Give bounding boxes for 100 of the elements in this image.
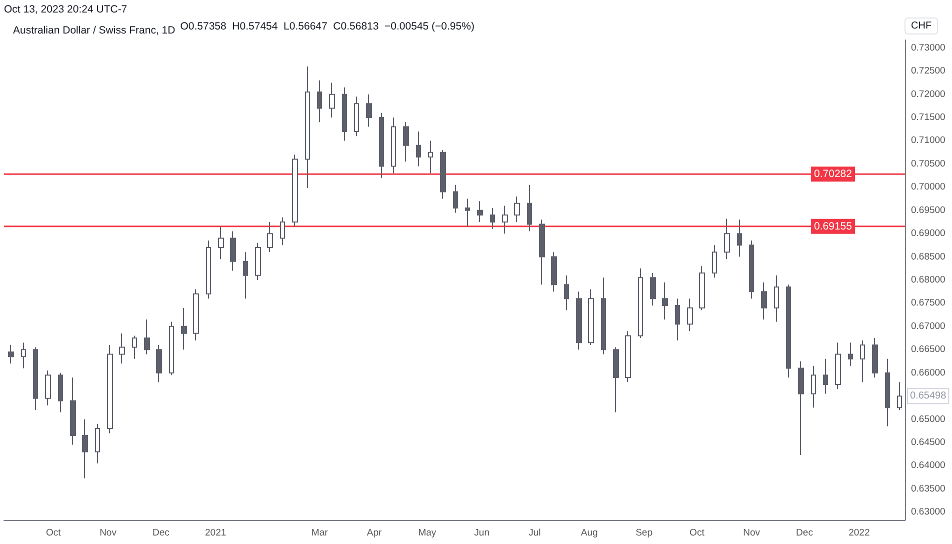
candlestick — [625, 330, 631, 383]
x-tick-label: Nov — [100, 528, 117, 538]
candlestick — [872, 338, 878, 378]
candlestick — [206, 240, 211, 300]
candlestick — [527, 184, 532, 232]
x-tick-label: Aug — [580, 528, 598, 538]
candlestick — [243, 252, 248, 300]
candlestick — [403, 122, 409, 162]
candlestick — [465, 198, 470, 228]
y-tick-label: 0.68000 — [911, 274, 946, 286]
y-tick-label: 0.68500 — [911, 251, 946, 262]
y-tick-label: 0.69000 — [911, 228, 946, 240]
candlestick — [280, 216, 285, 246]
candlestick — [551, 252, 557, 292]
candlestick — [329, 82, 335, 118]
candlestick — [95, 423, 100, 464]
annotation: 0.65498 — [910, 390, 947, 402]
candlestick — [21, 342, 26, 369]
candlestick — [8, 344, 14, 364]
candlestick — [416, 130, 421, 167]
candlestick — [305, 66, 310, 189]
candlestick — [885, 358, 890, 427]
ref-line-label: 0.69155 — [814, 220, 852, 232]
candlestick — [82, 418, 88, 479]
x-tick-label: Oct — [46, 528, 62, 538]
y-tick-label: 0.65000 — [911, 414, 946, 425]
y-tick-label: 0.70000 — [911, 182, 946, 193]
candlestick — [650, 272, 656, 306]
x-tick-label: Apr — [366, 528, 382, 538]
x-tick-label: Jun — [474, 528, 490, 538]
y-tick-label: 0.63500 — [911, 483, 946, 494]
candlestick — [761, 282, 767, 320]
y-tick-label: 0.66500 — [911, 344, 946, 356]
y-axis-title: CHF — [911, 20, 932, 32]
candlestick — [848, 342, 853, 366]
candlestick — [514, 196, 520, 222]
candlestick — [687, 298, 693, 332]
x-tick-label: Mar — [311, 528, 328, 538]
candlestick — [267, 221, 273, 253]
x-tick-label: 2022 — [848, 528, 870, 538]
y-tick-label: 0.66000 — [911, 367, 946, 378]
candlestick — [712, 244, 717, 278]
candlestick — [774, 274, 779, 322]
text: Oct 13, 2023 20:24 UTC-7 — [4, 4, 128, 16]
candlestick — [342, 86, 347, 142]
x-tick-label: May — [418, 528, 436, 538]
candlestick — [601, 277, 606, 355]
candlestick — [169, 321, 174, 376]
candlestick — [638, 268, 643, 339]
y-tick-label: 0.70500 — [911, 158, 946, 170]
candlestick — [786, 284, 791, 378]
candlestick — [144, 318, 150, 355]
y-tick-label: 0.67500 — [911, 298, 946, 309]
candlestick — [230, 230, 236, 272]
y-tick-label: 0.64000 — [911, 460, 946, 472]
y-tick-label: 0.71500 — [911, 112, 946, 124]
chart-subtitle: O0.57358 H0.57454 L0.56647 C0.56813 −0.00545 (−0.95%) — [180, 20, 474, 32]
candlestick — [749, 240, 754, 300]
candlestick — [379, 112, 384, 178]
x-tick-label: Dec — [152, 528, 170, 538]
x-tick-label: 2021 — [205, 528, 226, 538]
candlestick — [564, 274, 569, 311]
candlestick — [835, 342, 841, 390]
x-tick-label: Sep — [636, 528, 652, 538]
candlestick — [218, 226, 224, 260]
y-tick-label: 0.72000 — [911, 88, 946, 100]
candlestick — [477, 200, 483, 222]
candlestick — [737, 219, 742, 258]
y-tick-label: 0.73000 — [911, 42, 946, 54]
candlestick — [366, 94, 372, 128]
x-tick-label: Dec — [796, 528, 814, 538]
candlestick — [107, 344, 113, 434]
candlestick — [662, 282, 668, 320]
y-tick-label: 0.69500 — [911, 204, 946, 216]
candlestick — [292, 154, 298, 228]
candlestick — [317, 80, 322, 123]
candlestick — [811, 365, 816, 408]
y-tick-label: 0.67000 — [911, 320, 946, 332]
candlestick — [132, 335, 137, 360]
candlestick — [576, 291, 582, 350]
candlestick — [724, 218, 730, 260]
candlestick — [119, 332, 125, 364]
candlestick — [193, 288, 199, 341]
y-tick-label: 0.64500 — [911, 436, 946, 448]
candlestick — [613, 346, 619, 413]
candlestick — [897, 382, 902, 410]
candlestick — [675, 298, 680, 341]
y-tick-label: 0.72500 — [911, 66, 946, 77]
candlestick — [490, 208, 495, 230]
y-tick-label: 0.63000 — [911, 506, 946, 518]
ref-line-label: 0.70282 — [814, 168, 852, 180]
x-tick-label: Oct — [690, 528, 705, 538]
candlestick — [428, 140, 433, 174]
candlestick — [440, 150, 446, 200]
candlestick — [699, 266, 705, 311]
candlestick — [70, 376, 76, 446]
candlestick — [588, 288, 594, 346]
candlestick — [354, 96, 359, 137]
candlestick — [502, 205, 508, 234]
candlestick — [391, 117, 396, 174]
